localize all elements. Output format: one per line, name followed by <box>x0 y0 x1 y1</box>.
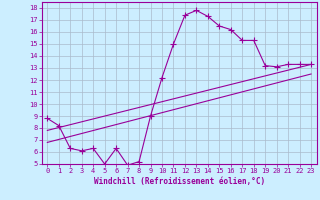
X-axis label: Windchill (Refroidissement éolien,°C): Windchill (Refroidissement éolien,°C) <box>94 177 265 186</box>
